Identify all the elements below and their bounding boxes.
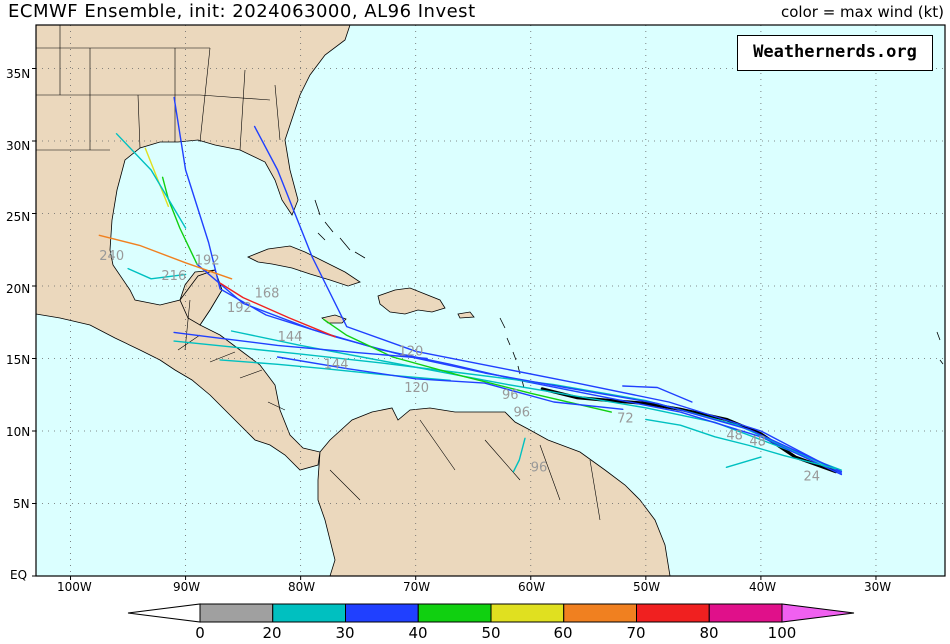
state-borders xyxy=(36,25,281,151)
north-america-land xyxy=(36,25,351,471)
lat-label-35n: 35N xyxy=(6,67,31,81)
bahamas-islands xyxy=(314,199,366,259)
lon-label-60w: 60W xyxy=(518,580,546,594)
lesser-antilles xyxy=(499,317,944,389)
lat-label-15n: 15N xyxy=(6,353,31,367)
ensemble-member-track xyxy=(98,234,233,280)
forecast-hour-label: 168 xyxy=(255,287,280,302)
wind-colorbar xyxy=(127,603,855,623)
forecast-hour-label: 192 xyxy=(227,301,252,316)
colorbar-label-70: 70 xyxy=(626,624,646,642)
map-title: ECMWF Ensemble, init: 2024063000, AL96 I… xyxy=(8,1,476,22)
forecast-hour-label: 144 xyxy=(324,358,349,373)
forecast-hour-label: 96 xyxy=(502,388,519,403)
lat-label-30n: 30N xyxy=(6,139,31,153)
lat-label-eq: EQ xyxy=(10,568,28,582)
lat-label-20n: 20N xyxy=(6,282,31,296)
colorbar-segment xyxy=(272,603,346,623)
puerto-rico-land xyxy=(457,311,475,319)
south-america-land xyxy=(317,407,671,576)
ensemble-member-track xyxy=(725,456,762,468)
colorbar-low-arrow xyxy=(127,603,201,623)
lon-label-40w: 40W xyxy=(749,580,777,594)
colorbar-label-0: 0 xyxy=(195,624,205,642)
ensemble-member-track xyxy=(230,330,843,471)
ensemble-member-track xyxy=(645,418,837,470)
forecast-hour-label: 144 xyxy=(278,330,303,345)
land-layer xyxy=(36,25,944,576)
map-subtitle: color = max wind (kt) xyxy=(781,3,944,21)
ensemble-member-track xyxy=(161,176,198,265)
forecast-hour-label: 120 xyxy=(404,381,429,396)
lon-label-100w: 100W xyxy=(57,580,92,594)
colorbar-label-60: 60 xyxy=(553,624,573,642)
colorbar-segment xyxy=(345,603,419,623)
ensemble-member-track xyxy=(253,125,843,474)
hispaniola-land xyxy=(377,287,446,315)
yucatan-peninsula xyxy=(179,269,223,326)
ensemble-member-track xyxy=(144,147,170,208)
colorbar-segment xyxy=(563,603,637,623)
ensemble-tracks xyxy=(98,96,843,476)
cuba-land xyxy=(247,245,361,287)
forecast-hour-label: 24 xyxy=(803,469,820,484)
colorbar-segment xyxy=(636,603,710,623)
forecast-hour-label: 48 xyxy=(749,435,766,450)
ensemble-member-track xyxy=(219,359,451,381)
forecast-hour-label: 96 xyxy=(531,461,548,476)
colorbar-segment xyxy=(708,603,783,623)
ensemble-member-track xyxy=(173,331,428,360)
forecast-hour-label: 120 xyxy=(398,345,423,360)
ensemble-member-track xyxy=(323,318,612,413)
lon-label-80w: 80W xyxy=(288,580,316,594)
ensemble-member-track xyxy=(512,437,526,473)
ensemble-member-track xyxy=(115,132,187,229)
colorbar-label-20: 20 xyxy=(262,624,282,642)
ensemble-member-track xyxy=(219,282,336,338)
colorbar-label-50: 50 xyxy=(481,624,501,642)
brand-label: Weathernerds.org xyxy=(737,35,933,71)
forecast-hour-label: 48 xyxy=(726,429,743,444)
forecast-hour-label: 96 xyxy=(514,406,531,421)
lon-label-50w: 50W xyxy=(633,580,661,594)
forecast-hour-label: 240 xyxy=(99,249,124,264)
lat-label-5n: 5N xyxy=(13,497,30,511)
lon-label-30w: 30W xyxy=(864,580,892,594)
ensemble-member-track xyxy=(276,356,624,410)
lon-label-70w: 70W xyxy=(403,580,431,594)
colorbar-label-30: 30 xyxy=(335,624,355,642)
ensemble-member-track xyxy=(127,267,187,280)
colorbar-segment xyxy=(199,603,274,623)
forecast-hour-label: 72 xyxy=(617,411,634,426)
forecast-hour-label: 216 xyxy=(161,269,186,284)
colorbar-label-80: 80 xyxy=(699,624,719,642)
colorbar-high-arrow xyxy=(781,603,855,623)
forecast-hour-label: 192 xyxy=(195,253,220,268)
plot-frame xyxy=(35,24,946,577)
colorbar-label-100: 100 xyxy=(767,624,797,642)
lat-label-10n: 10N xyxy=(6,425,31,439)
lon-label-90w: 90W xyxy=(173,580,201,594)
lat-label-25n: 25N xyxy=(6,210,31,224)
colorbar-segment xyxy=(490,603,565,623)
colorbar-segment xyxy=(417,603,492,623)
graticule xyxy=(32,25,945,580)
ensemble-member-track xyxy=(622,385,693,403)
colorbar-label-40: 40 xyxy=(408,624,428,642)
